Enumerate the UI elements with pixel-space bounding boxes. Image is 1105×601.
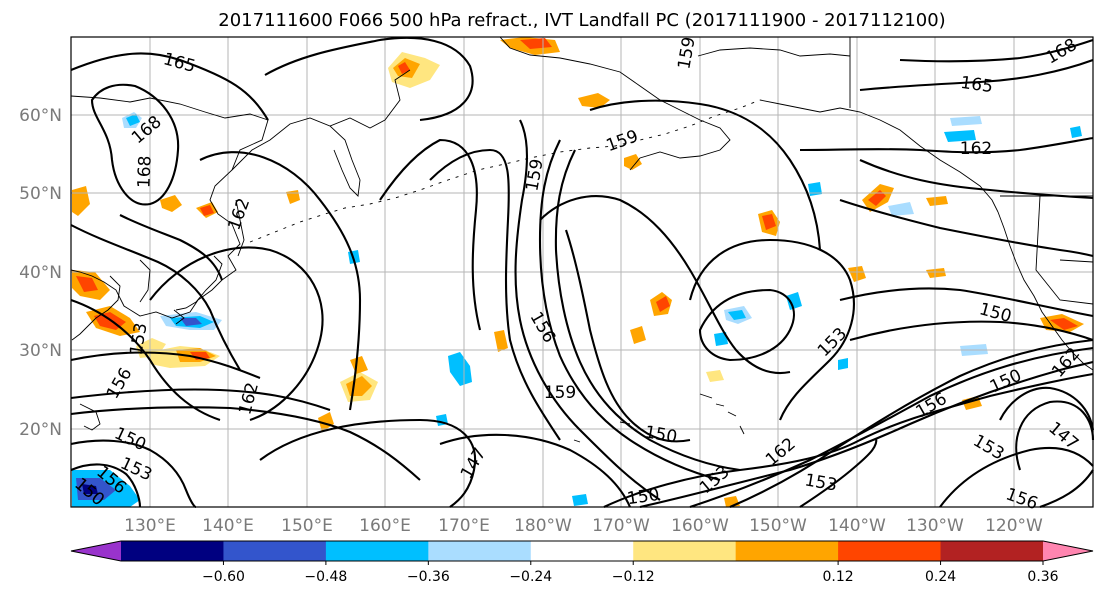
- lon-label: 180°W: [514, 516, 572, 536]
- lon-label: 170°W: [592, 516, 650, 536]
- lon-label: 150°W: [749, 516, 807, 536]
- figure-title: 2017111600 F066 500 hPa refract., IVT La…: [218, 10, 945, 31]
- latitude-labels: 60°N 50°N 40°N 30°N 20°N: [19, 106, 62, 440]
- contour-label: 159: [544, 383, 576, 403]
- lon-label: 170°E: [438, 516, 490, 536]
- colorbar-tick-label: −0.48: [304, 569, 347, 585]
- contour-label: 168: [134, 155, 155, 188]
- lat-label: 20°N: [19, 420, 62, 440]
- lon-label: 120°W: [985, 516, 1043, 536]
- colorbar-segment: [940, 541, 1044, 561]
- colorbar-extension-low: [71, 541, 121, 561]
- colorbar-tick-label: 0.12: [823, 569, 854, 585]
- longitude-labels: 130°E 140°E 150°E 160°E 170°E 180°W 170°…: [124, 516, 1043, 536]
- colorbar-tick-label: −0.36: [407, 569, 450, 585]
- lon-label: 160°E: [359, 516, 411, 536]
- map-border: [70, 36, 1094, 508]
- lon-label: 140°W: [828, 516, 886, 536]
- colorbar-outline: [70, 540, 1094, 562]
- colorbar-segment: [530, 541, 634, 561]
- lat-label: 50°N: [19, 184, 62, 204]
- colorbar-segment: [121, 541, 224, 561]
- colorbar-tick-label: −0.24: [509, 569, 552, 585]
- colorbar-segment: [735, 541, 839, 561]
- lon-label: 130°E: [124, 516, 176, 536]
- lat-label: 40°N: [19, 263, 62, 283]
- colorbar-segment: [428, 541, 532, 561]
- colorbar: −0.60−0.48−0.36−0.24−0.120.120.240.360.4…: [70, 540, 1094, 585]
- colorbar-segment: [325, 541, 429, 561]
- contour-lines: [70, 36, 1095, 509]
- lon-label: 140°E: [202, 516, 254, 536]
- lat-label: 60°N: [19, 106, 62, 126]
- contour-label: 150: [626, 485, 661, 509]
- colorbar-tick-label: 0.24: [925, 569, 956, 585]
- colorbar-segment: [633, 541, 737, 561]
- colorbar-tick-label: 0.36: [1027, 569, 1058, 585]
- lon-label: 160°W: [671, 516, 729, 536]
- colorbar-segment: [223, 541, 327, 561]
- colorbar-segment: [838, 541, 942, 561]
- colorbar-tick-label: −0.12: [612, 569, 655, 585]
- colorbar-tick-label: −0.60: [202, 569, 245, 585]
- lon-label: 130°W: [906, 516, 964, 536]
- colorbar-extension-high: [1043, 541, 1093, 561]
- contour-label: 165: [959, 73, 994, 97]
- lat-label: 30°N: [19, 341, 62, 361]
- lon-label: 150°E: [281, 516, 333, 536]
- contour-label: 162: [960, 139, 992, 159]
